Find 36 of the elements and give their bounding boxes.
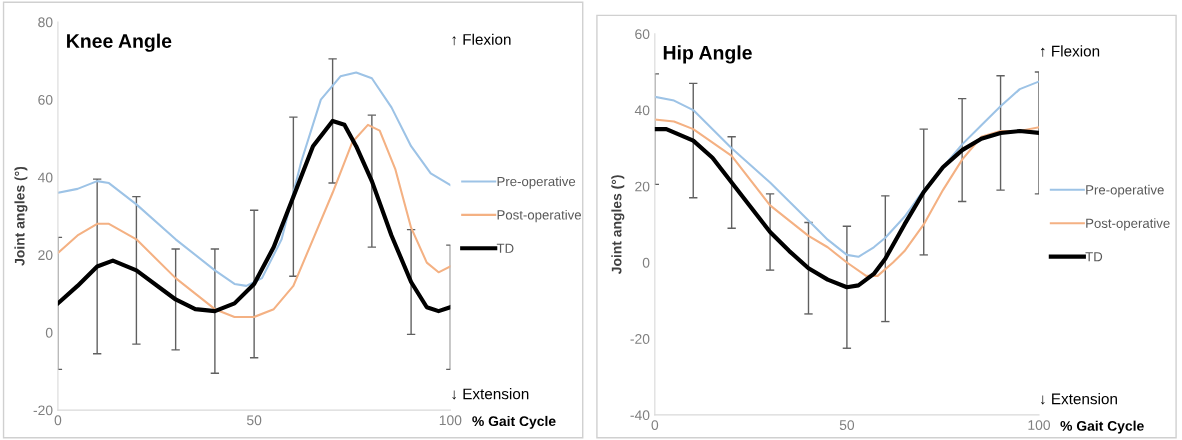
y-tick-label: -20 — [33, 405, 53, 416]
legend-label: Post-operative — [1086, 218, 1170, 231]
legend-label: TD — [496, 243, 514, 253]
text: ↑ Flexion — [452, 33, 511, 46]
x-tick-label: 50 — [839, 420, 855, 430]
x-tick-label: 100 — [1028, 420, 1051, 430]
text: Hip Angle — [663, 45, 752, 64]
y-axis-title: Joint angles (°) — [611, 175, 625, 275]
legend-label: TD — [1085, 252, 1103, 262]
x-axis-title: % Gait Cycle — [1060, 420, 1144, 434]
y-axis-title: Joint angles (°) — [14, 166, 28, 266]
y-tick-label: -40 — [630, 410, 650, 421]
text: ↑ Flexion — [1041, 45, 1100, 57]
y-tick-label: 20 — [38, 250, 53, 261]
text: Knee Angle — [67, 33, 172, 52]
y-tick-label: 0 — [45, 327, 53, 338]
y-tick-label: 60 — [38, 94, 53, 105]
legend-label: Pre-operative — [497, 176, 576, 189]
x-tick-label: 100 — [439, 415, 462, 426]
x-tick-label: 0 — [651, 420, 659, 430]
text: ↓ Extension — [1041, 393, 1117, 405]
y-tick-label: 40 — [634, 105, 650, 116]
legend-label: Post-operative — [497, 209, 582, 223]
y-tick-label: 80 — [38, 17, 53, 28]
line-series — [654, 80, 1039, 258]
y-tick-label: 0 — [642, 257, 650, 268]
y-tick-label: 20 — [635, 181, 650, 192]
legend-label: Pre-operative — [1086, 184, 1164, 198]
text: ↓ Extension — [452, 388, 529, 400]
x-axis-title: % Gait Cycle — [472, 415, 556, 429]
x-tick-label: 50 — [246, 415, 262, 426]
x-tick-label: 0 — [54, 415, 62, 426]
y-tick-label: 40 — [37, 172, 53, 183]
y-tick-label: 60 — [635, 29, 650, 40]
y-tick-label: -20 — [630, 334, 650, 344]
line-series — [57, 71, 451, 287]
